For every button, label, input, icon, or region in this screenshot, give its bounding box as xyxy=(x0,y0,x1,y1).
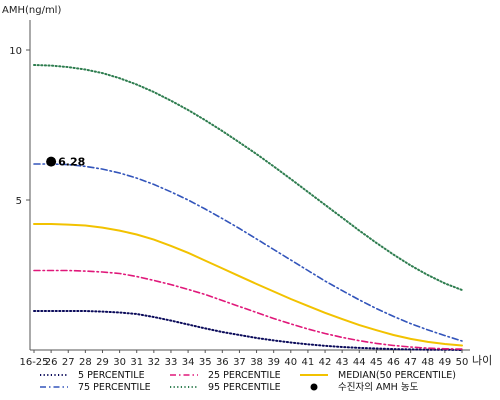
x-tick-label: 47 xyxy=(404,357,417,368)
x-tick-label: 29 xyxy=(96,357,109,368)
x-tick-label: 32 xyxy=(147,357,160,368)
x-tick-label: 16-25 xyxy=(19,357,48,368)
y-tick-label: 10 xyxy=(9,46,22,57)
y-tick-group: 5 10 xyxy=(9,46,30,207)
x-axis-label: 나이 xyxy=(472,354,492,367)
series-line-3 xyxy=(33,163,463,342)
x-tick-label: 45 xyxy=(370,357,383,368)
x-tick-label: 40 xyxy=(284,357,297,368)
x-tick-label: 37 xyxy=(233,357,246,368)
x-tick-label: 42 xyxy=(319,357,332,368)
legend: 5 PERCENTILE 25 PERCENTILE MEDIAN(50 PERCE… xyxy=(40,370,456,393)
patient-amh-point-label: 6.28 xyxy=(58,156,85,169)
series-line-4 xyxy=(33,64,463,291)
x-tick-label: 31 xyxy=(130,357,143,368)
series-line-1 xyxy=(33,269,463,350)
x-tick-label: 28 xyxy=(79,357,92,368)
patient-amh-point xyxy=(46,156,57,167)
x-tick-label: 38 xyxy=(250,357,263,368)
legend-label-3: 75 PERCENTILE xyxy=(78,382,151,393)
legend-label-4: 95 PERCENTILE xyxy=(208,382,281,393)
y-axis-label: AMH(ng/ml) xyxy=(2,5,61,16)
legend-point-marker xyxy=(310,383,318,391)
x-tick-label: 48 xyxy=(421,357,434,368)
series-line-0 xyxy=(33,310,463,351)
x-tick-label: 49 xyxy=(439,357,452,368)
legend-label-2: MEDIAN(50 PERCENTILE) xyxy=(338,370,456,381)
x-tick-label: 30 xyxy=(113,357,126,368)
x-tick-label: 34 xyxy=(182,357,195,368)
x-tick-label: 46 xyxy=(387,357,400,368)
x-tick-label: 50 xyxy=(456,357,469,368)
x-tick-label: 41 xyxy=(302,357,315,368)
x-tick-label: 39 xyxy=(267,357,280,368)
series-group xyxy=(33,64,463,351)
y-tick-label: 5 xyxy=(16,196,22,207)
series-line-2 xyxy=(33,223,463,347)
x-tick-label: 26 xyxy=(45,357,58,368)
legend-point-label: 수진자의 AMH 농도 xyxy=(338,382,419,393)
x-tick-label: 36 xyxy=(216,357,229,368)
x-tick-label: 33 xyxy=(165,357,178,368)
legend-label-0: 5 PERCENTILE xyxy=(78,370,145,381)
point-group: 6.28 xyxy=(46,156,85,169)
x-tick-label: 27 xyxy=(62,357,75,368)
x-tick-label: 43 xyxy=(336,357,349,368)
x-tick-label: 44 xyxy=(353,357,366,368)
legend-label-1: 25 PERCENTILE xyxy=(208,370,281,381)
x-tick-label: 35 xyxy=(199,357,212,368)
